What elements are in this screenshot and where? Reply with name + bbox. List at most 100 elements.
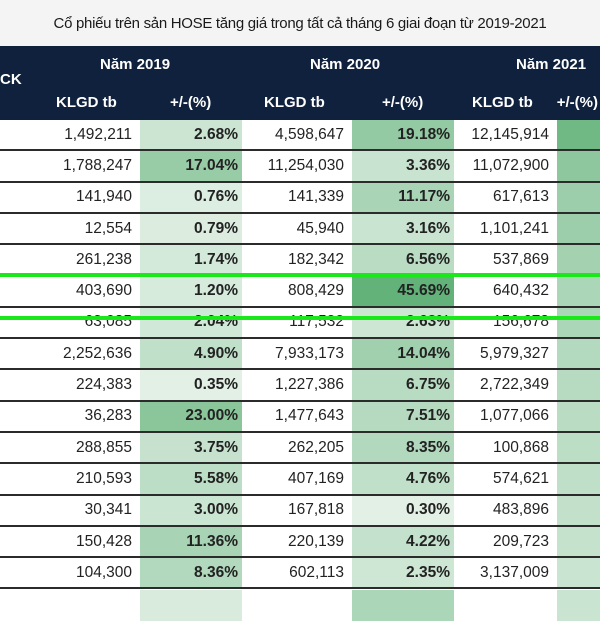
pct2019-cell: 5.58% bbox=[140, 464, 242, 494]
klgd2019-cell: 12,554 bbox=[84, 219, 132, 237]
header-year-2021: Năm 2021 bbox=[516, 56, 587, 73]
ck-cell bbox=[0, 120, 40, 149]
klgd2021-cell: 537,869 bbox=[492, 250, 549, 268]
pct2019-cell: 2.68% bbox=[140, 120, 242, 150]
header-pct-2020: +/-(%) bbox=[382, 94, 424, 111]
klgd2021-cell: 209,723 bbox=[492, 532, 549, 550]
klgd2020-cell: 4,598,647 bbox=[275, 125, 344, 143]
pct-cell bbox=[140, 589, 242, 621]
pct2021-cell bbox=[557, 495, 600, 525]
table-row: 141,940 0.76% 141,339 11.17% 617,613 bbox=[0, 182, 600, 214]
pct2020-cell: 19.18% bbox=[352, 120, 454, 150]
pct2020-cell: 4.76% bbox=[352, 464, 454, 494]
klgd2020-cell: 220,139 bbox=[287, 532, 344, 550]
pct2019-cell: 0.79% bbox=[140, 213, 242, 244]
klgd2020-cell: 602,113 bbox=[289, 563, 344, 581]
table-row: 104,300 8.36% 602,113 2.35% 3,137,009 bbox=[0, 558, 600, 590]
pct2021-cell bbox=[557, 245, 600, 275]
pct-cell bbox=[352, 589, 454, 621]
ck-cell bbox=[0, 464, 40, 493]
klgd2021-cell: 640,432 bbox=[492, 282, 549, 300]
pct2019-cell: 1.74% bbox=[140, 245, 242, 275]
table-title: Cổ phiếu trên sản HOSE tăng giá trong tấ… bbox=[0, 0, 600, 46]
header-klgd-2020: KLGD tb bbox=[264, 94, 325, 111]
pct2021-cell bbox=[557, 401, 600, 431]
highlight-line-top bbox=[0, 272, 600, 277]
klgd2021-cell: 1,077,066 bbox=[480, 407, 549, 425]
pct2019-cell: 17.04% bbox=[140, 151, 242, 181]
table-row: 1,492,211 2.68% 4,598,647 19.18% 12,145,914 bbox=[0, 120, 600, 152]
pct2019-cell: 0.35% bbox=[140, 370, 242, 400]
table-row: 1,788,247 17.04% 11,254,030 3.36% 11,072,900 bbox=[0, 151, 600, 183]
klgd2020-cell: 1,227,386 bbox=[275, 376, 344, 394]
klgd2019-cell: 210,593 bbox=[75, 469, 132, 487]
table-row: 2,252,636 4.90% 7,933,173 14.04% 5,979,327 bbox=[0, 339, 600, 371]
ck-cell bbox=[0, 433, 40, 462]
pct2021-cell bbox=[557, 526, 600, 557]
klgd2019-cell: 261,238 bbox=[75, 250, 132, 268]
klgd2021-cell: 100,868 bbox=[492, 438, 549, 456]
klgd2019-cell: 63,085 bbox=[84, 313, 132, 331]
klgd2020-cell: 182,342 bbox=[287, 250, 344, 268]
pct2021-cell bbox=[557, 151, 600, 181]
ck-cell bbox=[0, 183, 40, 212]
pct2021-cell bbox=[557, 339, 600, 369]
pct2021-cell bbox=[557, 307, 600, 338]
pct2020-cell: 8.35% bbox=[352, 433, 454, 463]
klgd2019-cell: 224,383 bbox=[75, 376, 132, 394]
pct-cell bbox=[557, 589, 600, 621]
klgd2019-cell: 30,341 bbox=[84, 501, 132, 519]
ck-cell bbox=[0, 277, 40, 306]
header-ck: CK bbox=[0, 71, 22, 88]
klgd2021-cell: 12,145,914 bbox=[471, 125, 549, 143]
table-row: 288,855 3.75% 262,205 8.35% 100,868 bbox=[0, 433, 600, 465]
ck-cell bbox=[0, 308, 40, 337]
klgd2020-cell: 7,933,173 bbox=[275, 344, 344, 362]
ck-cell bbox=[0, 402, 40, 431]
pct2020-cell: 3.16% bbox=[352, 213, 454, 244]
header-klgd-2021: KLGD tb bbox=[472, 94, 533, 111]
klgd2019-cell: 104,300 bbox=[75, 563, 132, 581]
table-row-partial bbox=[0, 589, 600, 621]
pct2021-cell bbox=[557, 558, 600, 588]
pct2020-cell: 11.17% bbox=[352, 182, 454, 212]
ck-cell bbox=[0, 245, 40, 274]
pct2020-cell: 14.04% bbox=[352, 339, 454, 369]
table-row: 30,341 3.00% 167,818 0.30% 483,896 bbox=[0, 495, 600, 527]
ck-cell bbox=[0, 214, 40, 243]
pct2020-cell: 6.56% bbox=[352, 245, 454, 275]
klgd2021-cell: 11,072,900 bbox=[472, 156, 549, 174]
header-pct-2021: +/-(%) bbox=[556, 94, 598, 111]
table-row: 36,283 23.00% 1,477,643 7.51% 1,077,066 bbox=[0, 401, 600, 433]
klgd2019-cell: 288,855 bbox=[75, 438, 132, 456]
pct2019-cell: 11.36% bbox=[140, 526, 242, 557]
header-klgd-2019: KLGD tb bbox=[56, 94, 117, 111]
ck-cell bbox=[0, 496, 40, 525]
pct2019-cell: 4.90% bbox=[140, 339, 242, 369]
ck-cell bbox=[0, 339, 40, 368]
pct2020-cell: 2.63% bbox=[352, 307, 454, 338]
table-row: 224,383 0.35% 1,227,386 6.75% 2,722,349 bbox=[0, 370, 600, 402]
klgd2020-cell: 11,254,030 bbox=[267, 156, 344, 174]
pct2020-cell: 45.69% bbox=[352, 276, 454, 306]
pct2019-cell: 3.00% bbox=[140, 495, 242, 525]
ck-cell bbox=[0, 370, 40, 399]
pct2020-cell: 4.22% bbox=[352, 526, 454, 557]
klgd2020-cell: 407,169 bbox=[287, 469, 344, 487]
pct2020-cell: 2.35% bbox=[352, 558, 454, 588]
klgd2020-cell: 1,477,643 bbox=[275, 407, 344, 425]
klgd2019-cell: 150,428 bbox=[75, 532, 132, 550]
highlight-line-bottom bbox=[0, 315, 600, 320]
pct2020-cell: 7.51% bbox=[352, 401, 454, 431]
klgd2021-cell: 1,101,241 bbox=[480, 219, 549, 237]
pct2020-cell: 0.30% bbox=[352, 495, 454, 525]
klgd2020-cell: 141,339 bbox=[287, 188, 344, 206]
klgd2021-cell: 156,678 bbox=[492, 313, 549, 331]
klgd2019-cell: 1,492,211 bbox=[64, 125, 132, 143]
klgd2020-cell: 262,205 bbox=[287, 438, 344, 456]
klgd2019-cell: 403,690 bbox=[75, 282, 132, 300]
klgd2019-cell: 2,252,636 bbox=[63, 344, 132, 362]
table-row: 150,428 11.36% 220,139 4.22% 209,723 bbox=[0, 526, 600, 559]
pct2020-cell: 6.75% bbox=[352, 370, 454, 400]
pct2021-cell bbox=[557, 464, 600, 494]
